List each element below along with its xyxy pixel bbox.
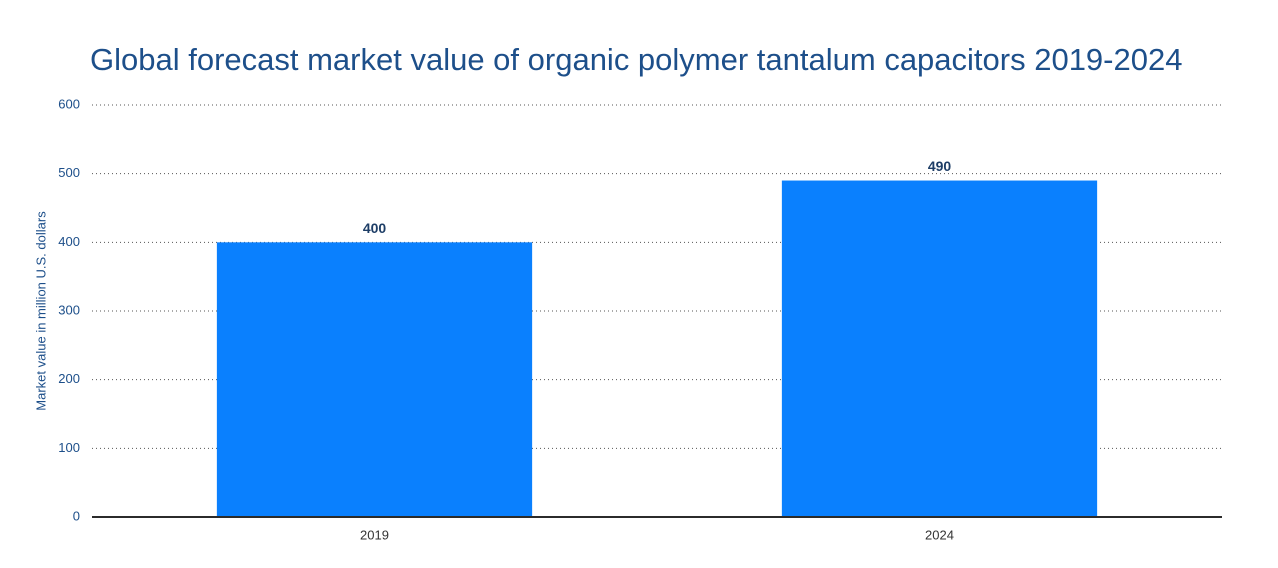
y-tick-label: 100 bbox=[58, 440, 80, 455]
chart-title: Global forecast market value of organic … bbox=[90, 42, 1182, 77]
y-tick-label: 500 bbox=[58, 165, 80, 180]
value-label: 490 bbox=[928, 158, 952, 174]
y-tick-label: 400 bbox=[58, 234, 80, 249]
value-label: 400 bbox=[363, 220, 387, 236]
y-tick-label: 300 bbox=[58, 302, 80, 317]
bar bbox=[216, 242, 533, 518]
x-tick-label: 2024 bbox=[925, 527, 954, 542]
y-tick-label: 0 bbox=[73, 508, 80, 523]
y-axis-label: Market value in million U.S. dollars bbox=[33, 211, 48, 411]
x-tick-label: 2019 bbox=[360, 527, 389, 542]
y-tick-label: 600 bbox=[58, 96, 80, 111]
y-tick-label: 200 bbox=[58, 371, 80, 386]
bar bbox=[781, 180, 1098, 518]
